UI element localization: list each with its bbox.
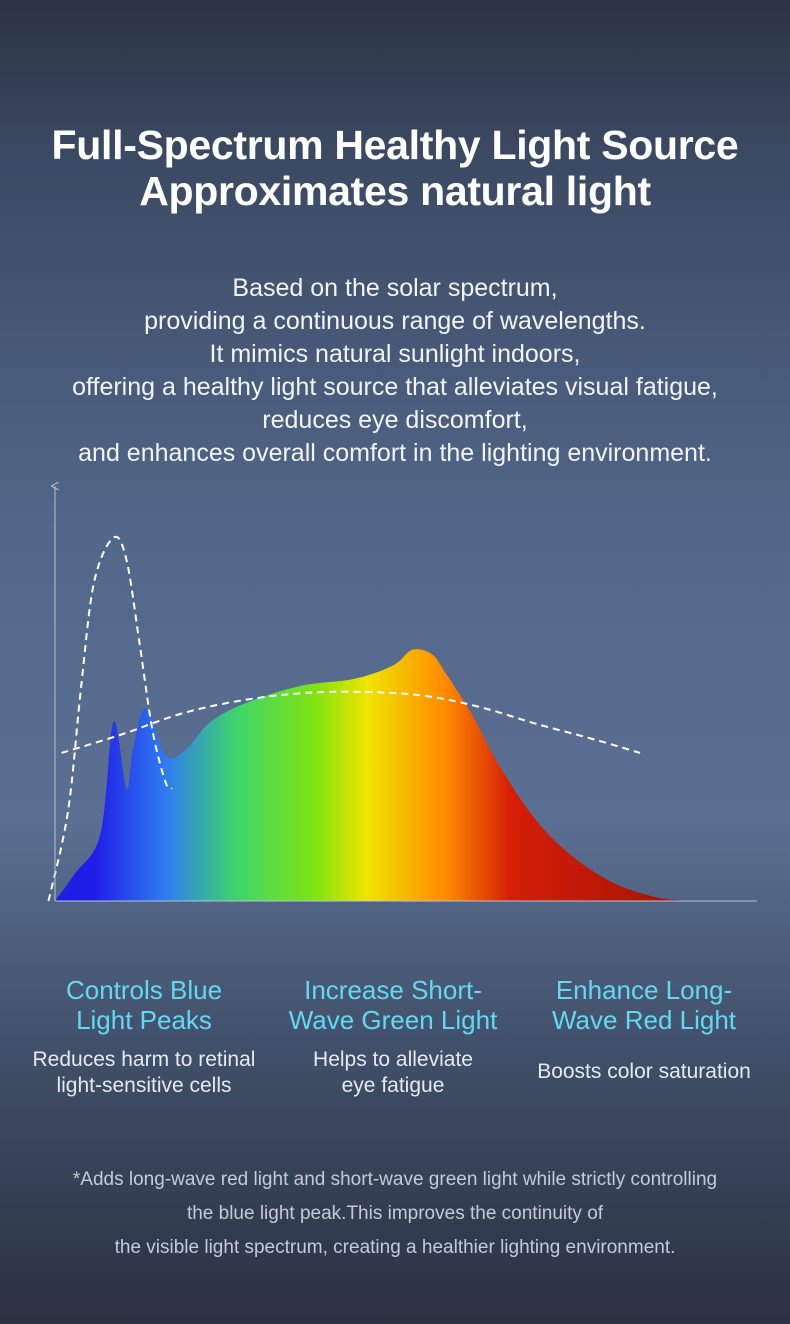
feature-title-line: Light Peaks	[76, 1005, 212, 1035]
spectrum-area	[55, 649, 686, 901]
description: Based on the solar spectrum, providing a…	[0, 272, 790, 470]
feature-blue-light: Controls Blue Light Peaks Reduces harm t…	[15, 975, 273, 1099]
footnote: *Adds long-wave red light and short-wave…	[0, 1163, 790, 1265]
description-line: offering a healthy light source that all…	[72, 373, 718, 401]
blue-peak-dashed-curve	[47, 535, 173, 902]
feature-green-light: Increase Short- Wave Green Light Helps t…	[270, 975, 516, 1099]
feature-desc-line: Boosts color saturation	[537, 1060, 751, 1083]
description-line: It mimics natural sunlight indoors,	[209, 340, 581, 368]
title-line-1: Full-Spectrum Healthy Light Source	[51, 122, 739, 168]
feature-title-line: Enhance Long-	[555, 975, 733, 1005]
feature-description: Helps to alleviate eye fatigue	[270, 1047, 516, 1099]
feature-desc-line: Reduces harm to retinal	[32, 1048, 256, 1071]
footnote-line: *Adds long-wave red light and short-wave…	[72, 1169, 718, 1190]
spectrum-chart	[47, 470, 757, 902]
description-line: Based on the solar spectrum,	[232, 274, 558, 302]
feature-title-line: Wave Green Light	[288, 1005, 498, 1035]
feature-description: Boosts color saturation	[515, 1059, 773, 1085]
description-line: providing a continuous range of waveleng…	[144, 307, 646, 335]
title-line-2: Approximates natural light	[139, 168, 651, 214]
feature-title-line: Controls Blue	[65, 975, 223, 1005]
feature-desc-line: Helps to alleviate	[313, 1048, 473, 1071]
footnote-line: the visible light spectrum, creating a h…	[114, 1237, 676, 1258]
footnote-line: the blue light peak.This improves the co…	[186, 1203, 604, 1224]
feature-title-line: Increase Short-	[304, 975, 482, 1005]
page-title: Full-Spectrum Healthy Light Source Appro…	[0, 122, 790, 214]
feature-description: Reduces harm to retinal light-sensitive …	[15, 1047, 273, 1099]
description-line: reduces eye discomfort,	[262, 406, 528, 434]
natural-light-dashed-curve	[61, 690, 641, 754]
feature-desc-line: light-sensitive cells	[56, 1074, 232, 1097]
feature-title: Enhance Long- Wave Red Light	[515, 975, 773, 1035]
feature-title: Controls Blue Light Peaks	[15, 975, 273, 1035]
feature-red-light: Enhance Long- Wave Red Light Boosts colo…	[515, 975, 773, 1085]
feature-title: Increase Short- Wave Green Light	[270, 975, 516, 1035]
feature-title-line: Wave Red Light	[551, 1005, 737, 1035]
description-line: and enhances overall comfort in the ligh…	[78, 439, 712, 467]
feature-desc-line: eye fatigue	[341, 1074, 445, 1097]
